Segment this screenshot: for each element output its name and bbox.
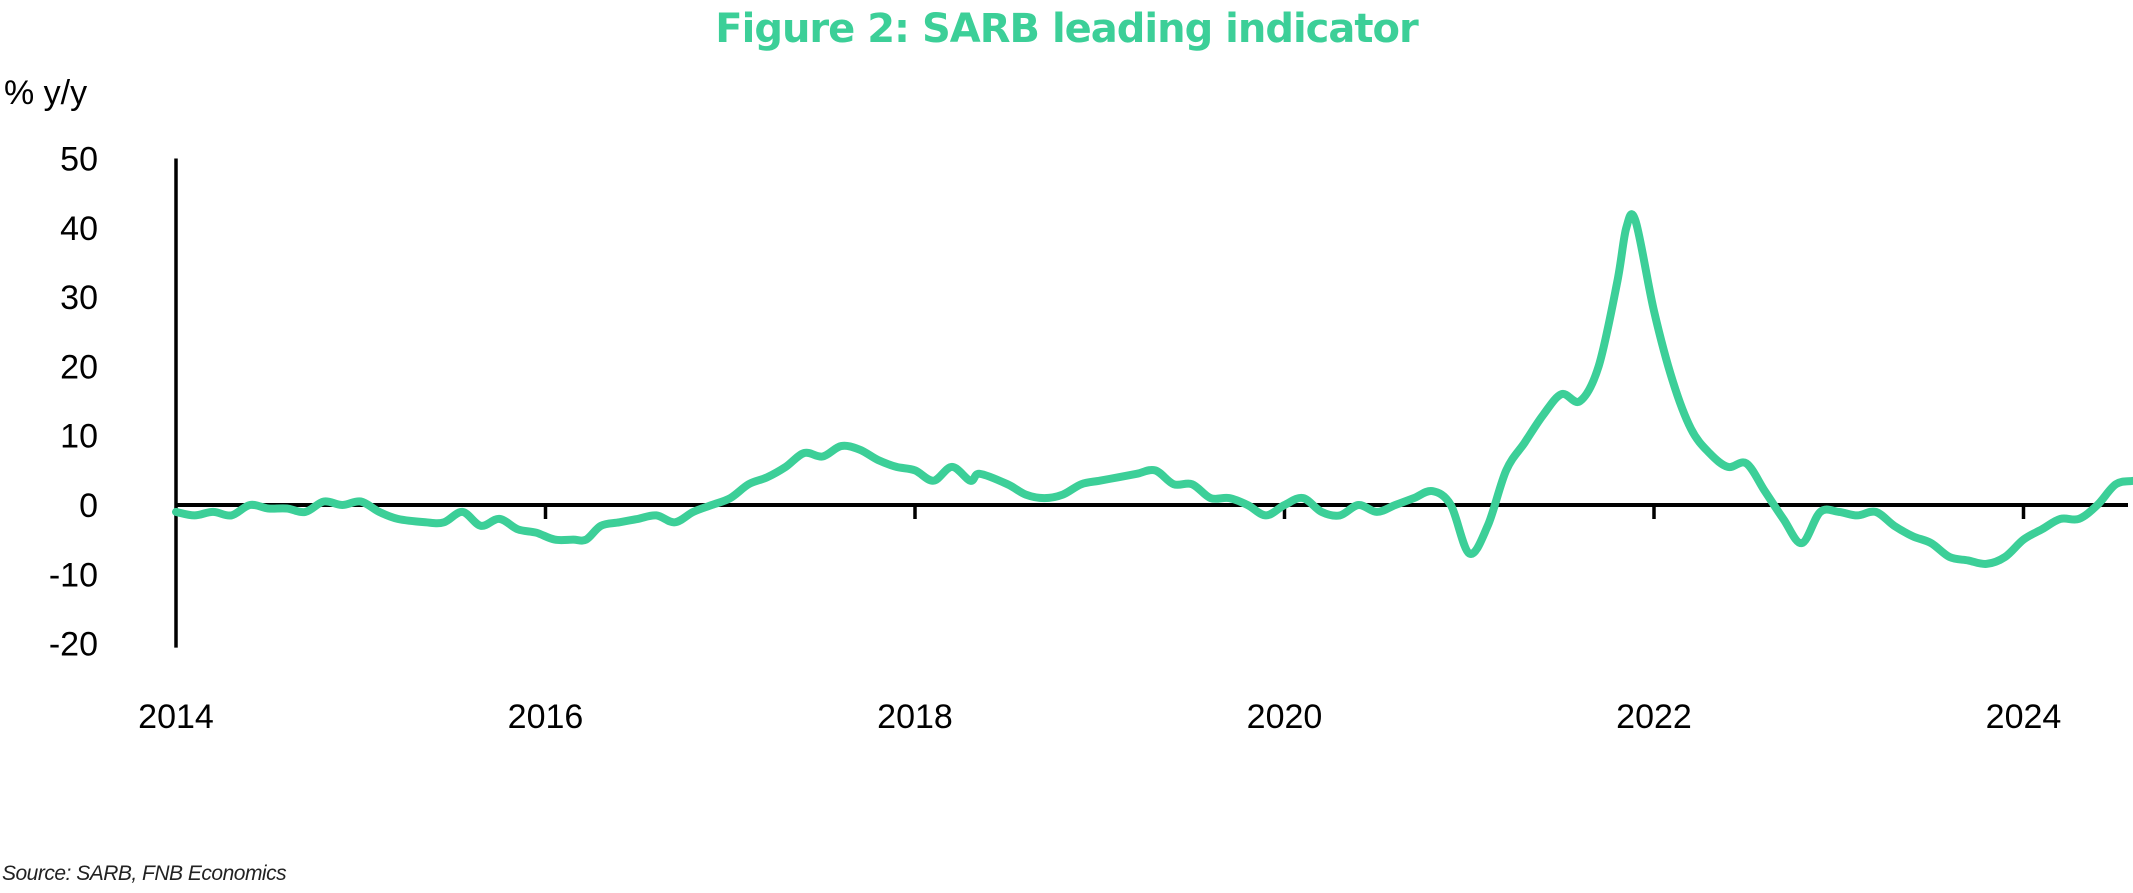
y-axis-unit-label: % y/y bbox=[4, 74, 88, 112]
source-note: Source: SARB, FNB Economics bbox=[2, 862, 287, 885]
series-layer bbox=[172, 210, 2133, 568]
y-tick-label: 20 bbox=[60, 348, 98, 386]
tick-labels-layer: 2014 2016 2018 2020 2022 2024 50 40 30 20 10 0 -10 -2… bbox=[49, 141, 2061, 737]
x-tick-label: 2014 bbox=[138, 698, 214, 736]
y-tick-label: 40 bbox=[60, 210, 98, 248]
x-tick-label: 2022 bbox=[1616, 698, 1692, 736]
x-tick-label: 2018 bbox=[877, 698, 953, 736]
y-tick-label: 50 bbox=[60, 141, 98, 179]
y-tick-label: 0 bbox=[79, 487, 98, 525]
x-tick-label: 2024 bbox=[1986, 698, 2062, 736]
x-tick-label: 2016 bbox=[508, 698, 584, 736]
y-tick-label: -10 bbox=[49, 556, 98, 594]
x-tick-label: 2020 bbox=[1247, 698, 1323, 736]
y-tick-label: -20 bbox=[49, 626, 98, 664]
series-line bbox=[172, 210, 2133, 568]
chart-title: Figure 2: SARB leading indicator bbox=[715, 6, 1418, 52]
chart-axes bbox=[174, 158, 2128, 648]
y-tick-label: 30 bbox=[60, 279, 98, 317]
y-tick-label: 10 bbox=[60, 418, 98, 456]
